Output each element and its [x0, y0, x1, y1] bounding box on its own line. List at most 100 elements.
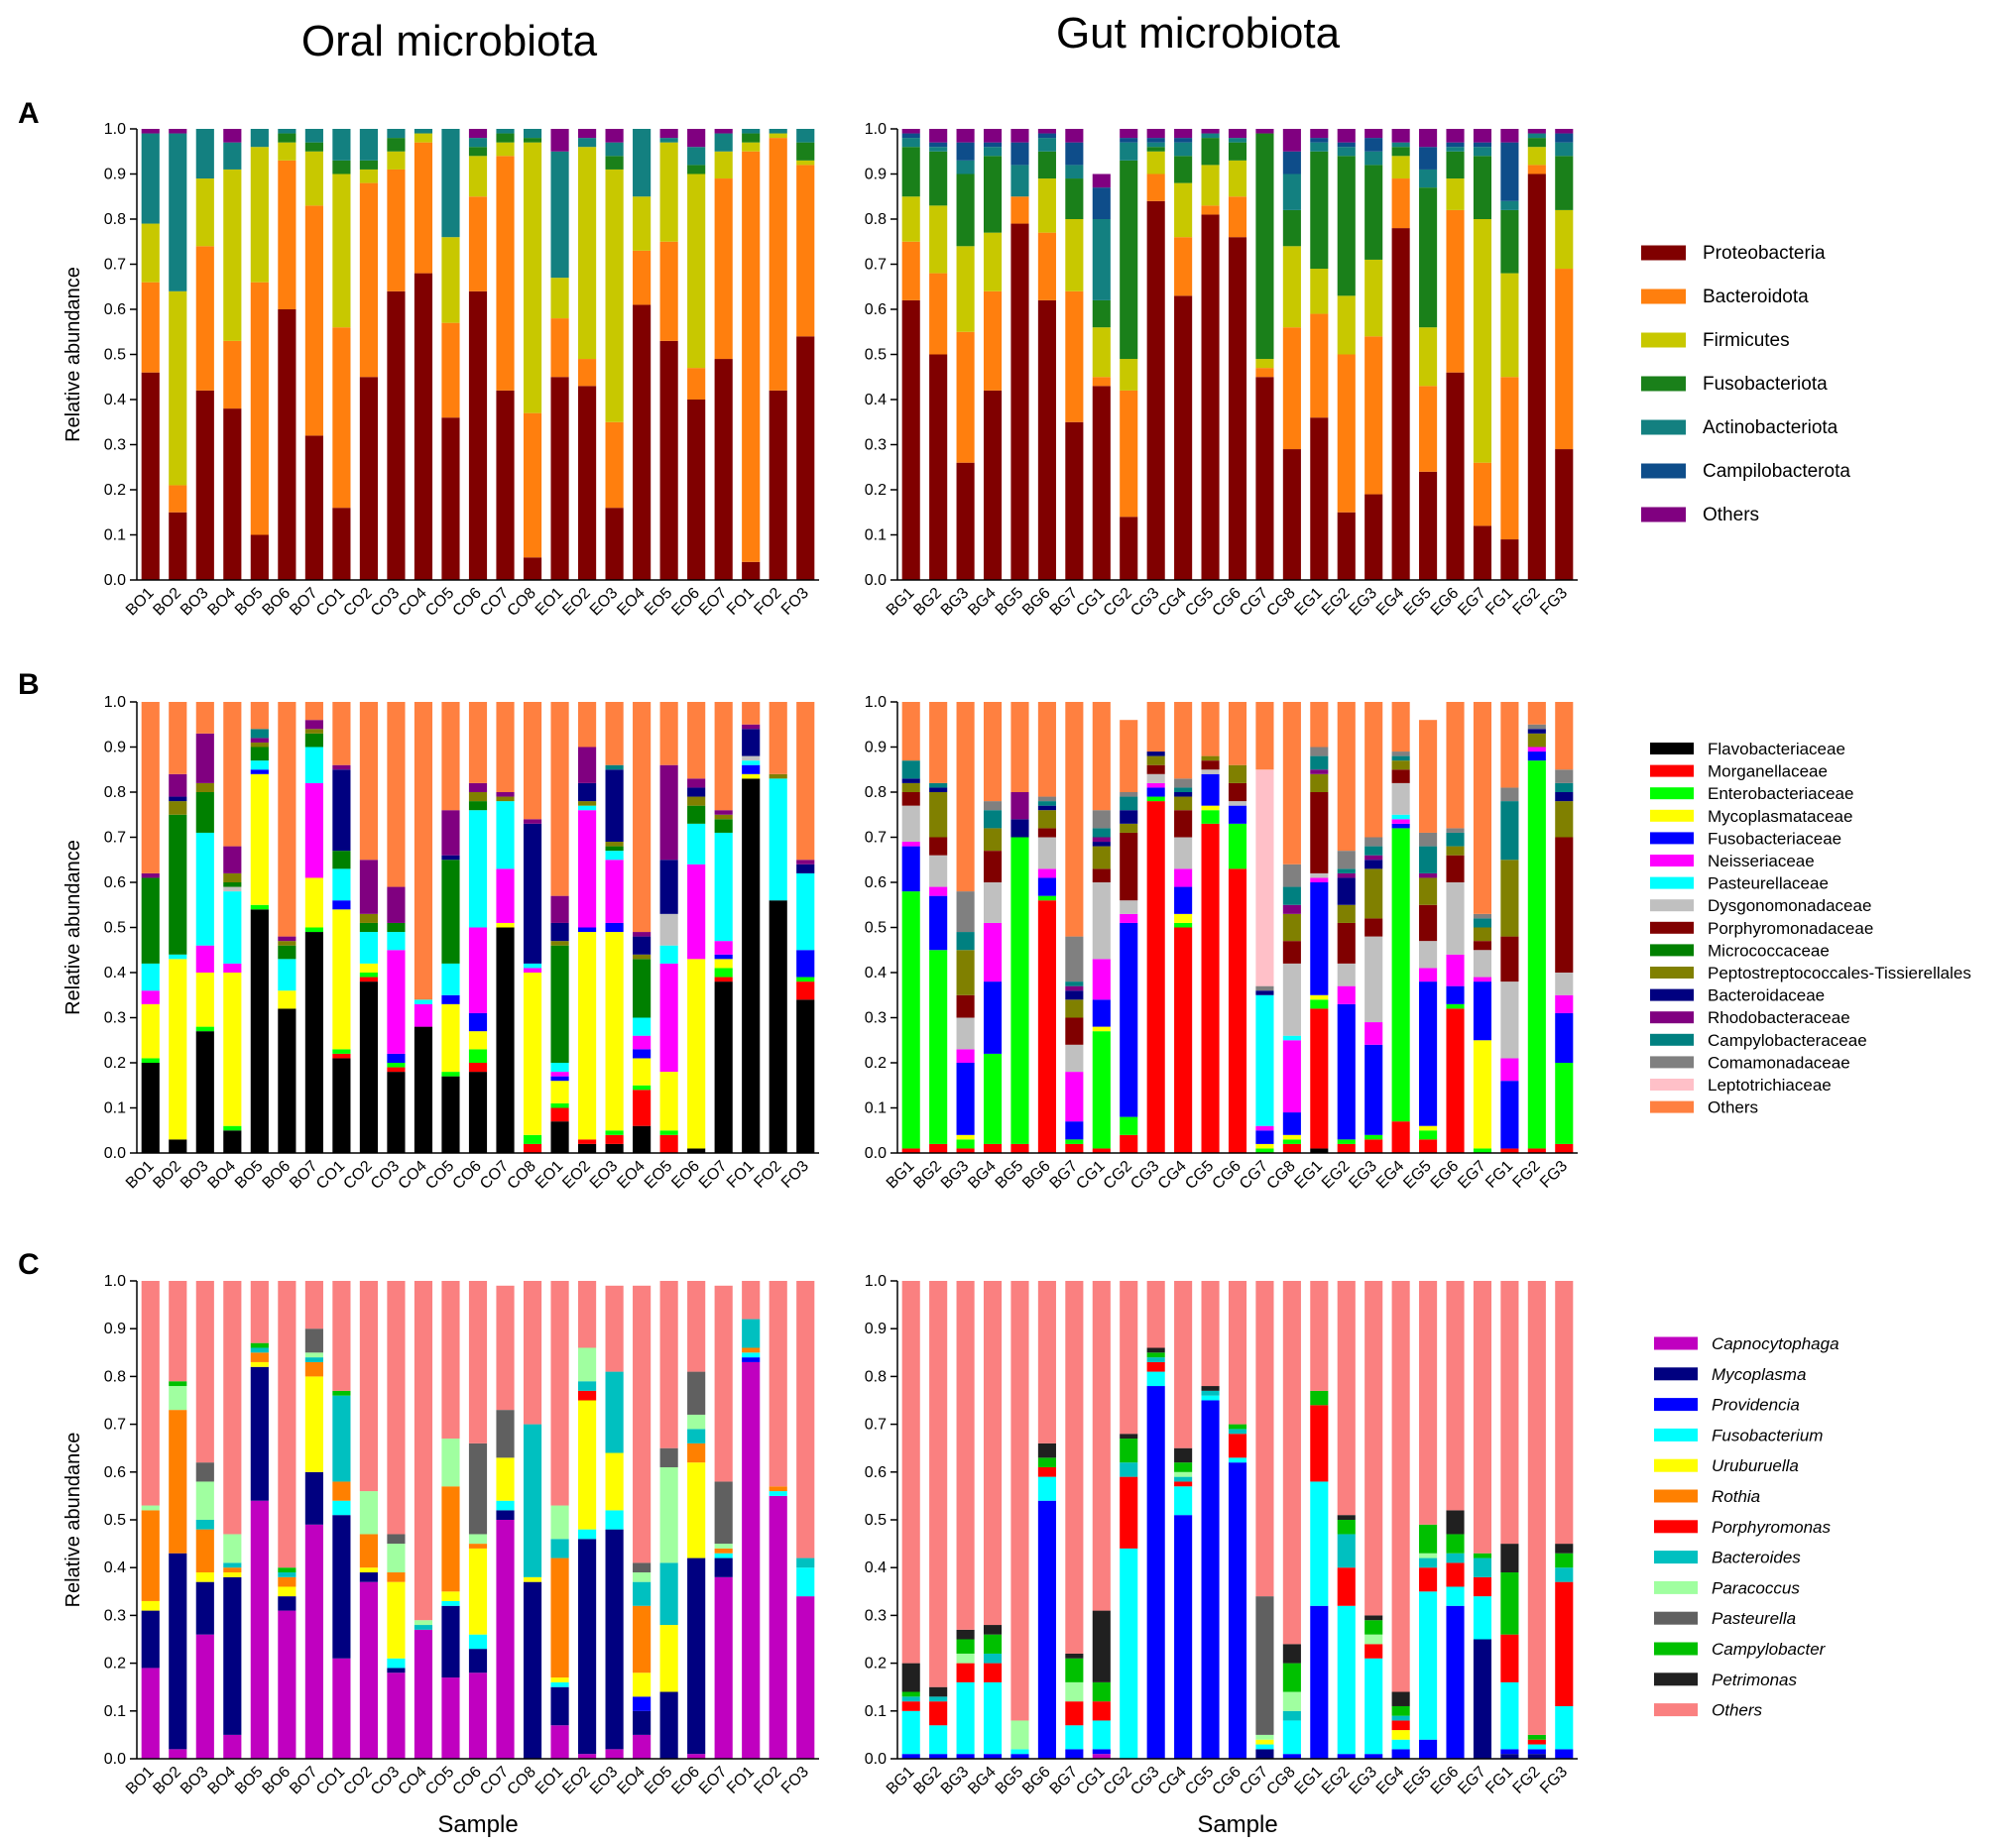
bar-BO4 [223, 1281, 242, 1759]
x-tick-label: CO2 [340, 1764, 375, 1798]
segment-mycoplasmataceae [1092, 1026, 1111, 1032]
segment-fusobacterium [1555, 1705, 1574, 1750]
segment-bacteroidota [1120, 390, 1138, 518]
x-tick-label: BO1 [123, 1764, 158, 1798]
legend-swatch [1650, 1056, 1694, 1069]
segment-fusobacterium [1500, 1681, 1519, 1750]
x-tick-label: EO6 [668, 585, 703, 620]
y-tick-label: 0.8 [104, 211, 126, 228]
segment-bacteroidota [1201, 205, 1220, 215]
segment-comamonadaceae [1419, 832, 1438, 847]
bar-BG3 [956, 702, 975, 1153]
bar-EO1 [550, 129, 569, 580]
segment-others [1500, 1281, 1519, 1545]
segment-others [141, 1281, 160, 1506]
bar-CG7 [1255, 702, 1274, 1153]
bar-EO3 [605, 702, 624, 1153]
segment-morganellaceae [956, 1148, 975, 1153]
x-tick-label: BO1 [123, 1158, 158, 1193]
segment-enterobacteriaceae [1337, 1139, 1356, 1144]
segment-others [1282, 702, 1301, 865]
legend-label: Actinobacteriota [1703, 417, 1838, 438]
legend-swatch [1654, 1703, 1698, 1717]
segment-others [714, 129, 733, 134]
segment-rhodobacteraceae [578, 747, 597, 783]
segment-mycoplasmataceae [195, 973, 214, 1027]
y-tick-label: 0.7 [865, 830, 887, 847]
segment-neisseriaceae [901, 842, 920, 847]
segment-actinobacteriota [769, 129, 787, 134]
legend-swatch [1650, 764, 1694, 777]
segment-fusobacteriaceae [1419, 981, 1438, 1126]
segment-pasteurellaceae [742, 760, 761, 765]
x-tick-label: FG2 [1510, 1764, 1544, 1797]
bar-EG1 [1310, 1281, 1329, 1759]
segment-capnocytophaga [169, 1749, 187, 1759]
x-tick-label: CG2 [1101, 1158, 1135, 1193]
bar-FG1 [1500, 129, 1519, 580]
bar-BO3 [195, 1281, 214, 1759]
segment-mycoplasmataceae [1255, 1143, 1274, 1149]
segment-peptostreptococcales-tissierellales [223, 872, 242, 882]
bar-BO6 [278, 129, 296, 580]
y-tick-label: 0.2 [865, 482, 887, 499]
segment-campylobacteraceae [1500, 801, 1519, 861]
segment-others [195, 1281, 214, 1463]
segment-rothia [304, 1361, 323, 1377]
segment-fusobacterium [742, 1352, 761, 1358]
segment-uruburuella [1391, 1730, 1410, 1740]
segment-others [956, 702, 975, 892]
segment-pasteurellaceae [659, 945, 678, 964]
segment-uruburuella [496, 1457, 515, 1501]
segment-peptostreptococcales-tissierellales [304, 729, 323, 734]
y-tick-label: 1.0 [104, 121, 126, 138]
segment-paracoccus [578, 1347, 597, 1382]
segment-petrimonas [956, 1629, 975, 1640]
bar-EG6 [1446, 129, 1465, 580]
x-tick-label: FG2 [1510, 585, 1544, 619]
segment-proteobacteria [769, 390, 787, 580]
legend-swatch [1650, 743, 1694, 754]
segment-rhodobacteraceae [250, 738, 269, 743]
segment-others [441, 1281, 460, 1440]
segment-actinobacteriota [714, 133, 733, 152]
segment-others [687, 702, 706, 779]
segment-rothia [359, 1534, 378, 1568]
legend-swatch [1650, 832, 1694, 845]
segment-others [1337, 129, 1356, 143]
segment-rothia [550, 1558, 569, 1678]
segment-morganellaceae [796, 981, 815, 1000]
x-tick-label: CO6 [450, 1764, 485, 1798]
bar-CG5 [1201, 1281, 1220, 1759]
bar-CO4 [414, 1281, 433, 1759]
segment-enterobacteriaceae [659, 1130, 678, 1135]
bar-EO2 [578, 1281, 597, 1759]
segment-bacteroidota [304, 205, 323, 436]
x-tick-label: BO6 [260, 1158, 295, 1193]
segment-paracoccus [223, 1534, 242, 1563]
segment-bacteroidota [1310, 313, 1329, 418]
segment-flavobacteriaceae [496, 927, 515, 1153]
segment-fusobacterium [1310, 1481, 1329, 1606]
y-tick-label: 0.7 [104, 1417, 126, 1434]
x-tick-label: EG2 [1319, 1158, 1354, 1193]
segment-porphyromonadaceae [983, 851, 1003, 882]
segment-micrococcaceae [714, 819, 733, 833]
bar-EO7 [714, 1285, 733, 1759]
segment-others [1282, 129, 1301, 152]
y-tick-label: 0.0 [865, 572, 887, 589]
segment-actinobacteriota [983, 147, 1003, 157]
x-tick-label: CG1 [1073, 1764, 1108, 1798]
x-tick-label: EO1 [533, 1158, 567, 1193]
segment-actinobacteriota [304, 129, 323, 143]
legend-item: Dysgonomonadaceae [1650, 896, 1871, 915]
legend-label: Flavobacteriaceae [1708, 740, 1845, 758]
legend-item: Others [1641, 505, 1759, 525]
y-axis-label: Relative abundance [62, 267, 84, 442]
segment-mycoplasmataceae [1473, 1040, 1492, 1149]
segment-firmicutes [1092, 327, 1111, 378]
segment-neisseriaceae [633, 1035, 652, 1050]
segment-bacteroides [304, 1357, 323, 1362]
segment-others [387, 1281, 406, 1535]
x-tick-label: BG3 [938, 1158, 973, 1193]
